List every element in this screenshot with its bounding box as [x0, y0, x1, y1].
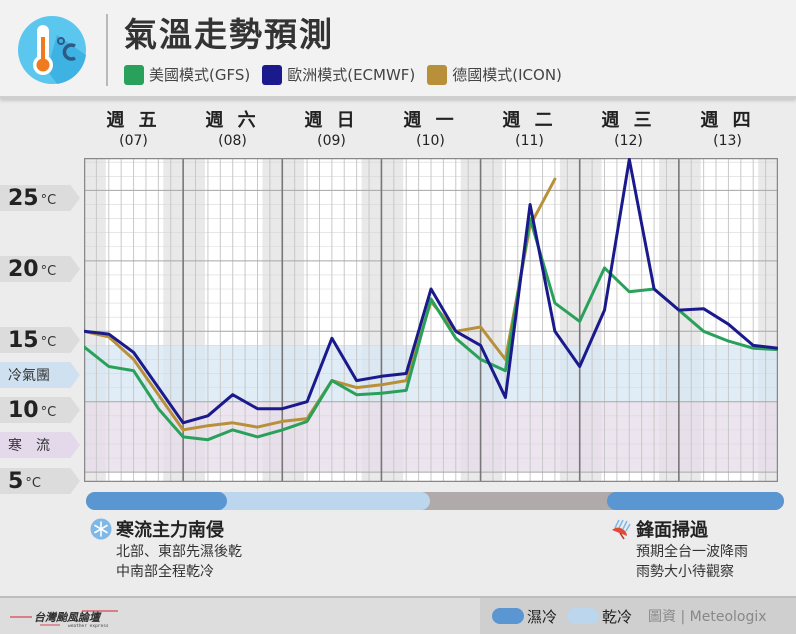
svg-text:weather express: weather express — [68, 623, 109, 628]
note-line: 雨勢大小待觀察 — [636, 564, 734, 580]
note-title: 鋒面掃過 — [636, 520, 708, 541]
temperature-chart — [84, 158, 778, 482]
phase-segment-2 — [418, 492, 607, 510]
y-tick-unit: °C — [40, 405, 57, 420]
legend-swatch-ecmwf — [262, 64, 283, 85]
day-labels: 週 五 (07) 週 六 (08) 週 日 (09) 週 一 (10) 週 二 (11) … — [84, 106, 778, 154]
date: (08) — [218, 133, 247, 149]
date: (12) — [614, 133, 643, 149]
y-tick-value: 5 — [8, 468, 24, 494]
weekday: 週 四 — [700, 110, 755, 131]
day-label-07: 週 五 (07) — [84, 106, 183, 149]
legend-label-ecmwf: 歐洲模式(ECMWF) — [287, 66, 416, 84]
band-label-cold-air: 冷氣團 — [0, 362, 80, 388]
y-tick-unit: °C — [40, 335, 57, 350]
legend-swatch-gfs — [124, 64, 144, 85]
note-line: 預期全台一波降雨 — [636, 544, 748, 560]
series-line-1 — [84, 158, 778, 425]
date: (10) — [416, 133, 445, 149]
legend-item-icon: 德國模式(ICON) — [427, 64, 562, 85]
y-tick-value: 20 — [8, 256, 39, 282]
day-label-09: 週 日 (09) — [282, 106, 381, 149]
header: 氣溫走勢預測 美國模式(GFS) 歐洲模式(ECMWF) 德國模式(ICON) — [0, 0, 796, 99]
legend-label-icon: 德國模式(ICON) — [452, 66, 562, 84]
brand-logo: 台灣颱風論壇 weather express — [10, 610, 118, 628]
weekday: 週 日 — [304, 110, 359, 131]
footer-legend: 濕冷 乾冷 圖資 | Meteologix — [480, 598, 796, 634]
thermometer-celsius-icon — [18, 16, 86, 84]
weekday: 週 二 — [502, 110, 557, 131]
y-tick-unit: °C — [40, 264, 57, 279]
weekday: 週 五 — [106, 110, 161, 131]
footer: 台灣颱風論壇 weather express 濕冷 乾冷 圖資 | Meteol… — [0, 596, 796, 634]
legend-item-ecmwf: 歐洲模式(ECMWF) — [262, 64, 415, 85]
page-title: 氣溫走勢預測 — [124, 15, 334, 54]
y-tick-25: 25 °C — [0, 185, 80, 211]
phase-segment-0 — [86, 492, 227, 510]
chart-legend: 美國模式(GFS) 歐洲模式(ECMWF) 德國模式(ICON) — [124, 64, 574, 85]
y-tick-20: 20 °C — [0, 256, 80, 282]
day-label-08: 週 六 (08) — [183, 106, 282, 149]
note-title: 寒流主力南侵 — [116, 520, 224, 541]
date: (13) — [713, 133, 742, 149]
note-front: 鋒面掃過 預期全台一波降雨 雨勢大小待觀察 — [610, 516, 748, 582]
legend-label-gfs: 美國模式(GFS) — [149, 66, 251, 84]
snowflake-icon — [90, 518, 112, 540]
band-label-cold-wave: 寒流 — [0, 432, 80, 458]
date: (09) — [317, 133, 346, 149]
weekday: 週 六 — [205, 110, 260, 131]
wet-cold-swatch — [492, 608, 524, 624]
header-divider — [106, 14, 108, 86]
day-label-12: 週 三 (12) — [579, 106, 678, 149]
date: (07) — [119, 133, 148, 149]
day-label-13: 週 四 (13) — [678, 106, 777, 149]
y-tick-10: 10 °C — [0, 397, 80, 423]
note-title-row: 鋒面掃過 — [610, 516, 748, 542]
weekday: 週 三 — [601, 110, 656, 131]
note-line: 北部、東部先濕後乾 — [116, 544, 242, 560]
data-credit: 圖資 | Meteologix — [648, 609, 767, 625]
wet-cold-label: 濕冷 — [527, 607, 558, 626]
weekday: 週 一 — [403, 110, 458, 131]
legend-item-gfs: 美國模式(GFS) — [124, 64, 250, 85]
phase-segment-3 — [606, 492, 784, 510]
y-tick-value: 25 — [8, 185, 39, 211]
note-body: 北部、東部先濕後乾 中南部全程乾冷 — [116, 542, 242, 582]
day-label-11: 週 二 (11) — [480, 106, 579, 149]
y-tick-5: 5 °C — [0, 468, 80, 494]
note-body: 預期全台一波降雨 雨勢大小待觀察 — [636, 542, 748, 582]
phase-segment-1 — [214, 492, 431, 510]
legend-swatch-icon — [427, 64, 448, 85]
svg-text:台灣颱風論壇: 台灣颱風論壇 — [34, 611, 102, 624]
dry-cold-swatch — [567, 608, 600, 624]
note-line: 中南部全程乾冷 — [116, 564, 214, 580]
phase-bar — [86, 492, 784, 510]
y-tick-value: 10 — [8, 397, 39, 423]
note-cold-wave: 寒流主力南侵 北部、東部先濕後乾 中南部全程乾冷 — [90, 516, 242, 582]
umbrella-rain-icon — [612, 519, 631, 540]
chart-plot — [84, 158, 778, 482]
day-label-10: 週 一 (10) — [381, 106, 480, 149]
note-title-row: 寒流主力南侵 — [90, 516, 242, 542]
y-tick-unit: °C — [25, 476, 41, 491]
y-tick-value: 15 — [8, 327, 39, 353]
y-tick-unit: °C — [40, 193, 57, 208]
y-tick-15: 15 °C — [0, 327, 80, 353]
date: (11) — [515, 133, 544, 149]
dry-cold-label: 乾冷 — [602, 607, 633, 626]
